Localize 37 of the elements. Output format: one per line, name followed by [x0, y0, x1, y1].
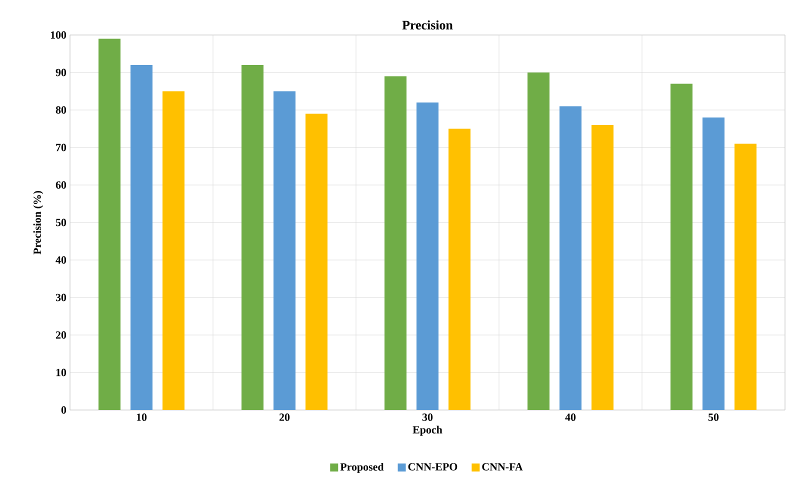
chart-title: Precision	[402, 20, 453, 30]
bar	[448, 128, 470, 410]
x-axis-title: Epoch	[412, 426, 442, 436]
bar	[702, 117, 725, 410]
y-tick-label: 60	[56, 181, 66, 189]
x-tick-label: 10	[136, 414, 147, 421]
bar	[306, 114, 328, 410]
y-tick-label: 40	[56, 256, 66, 264]
bar	[274, 91, 296, 410]
y-tick-label: 20	[56, 331, 66, 339]
x-tick-label: 20	[279, 414, 290, 421]
bar	[592, 124, 614, 410]
bar	[242, 64, 264, 410]
y-tick-label: 50	[56, 218, 66, 226]
y-tick-label: 30	[56, 294, 66, 302]
y-tick-label: 0	[61, 406, 66, 414]
x-tick-label: 40	[565, 414, 576, 421]
bar	[528, 72, 550, 410]
y-tick-label: 80	[56, 106, 66, 114]
bar	[670, 84, 692, 410]
bar	[560, 106, 582, 410]
y-tick-label: 90	[56, 68, 66, 76]
bar	[162, 91, 184, 410]
y-tick-label: 70	[56, 144, 66, 152]
legend-label: Proposed	[340, 462, 384, 473]
y-axis-title: Precision (%)	[33, 190, 44, 254]
legend-label: CNN-EPO	[408, 463, 458, 470]
y-tick-label: 100	[50, 31, 66, 39]
bar	[130, 64, 152, 410]
bar	[734, 144, 757, 410]
x-tick-label: 50	[708, 414, 719, 421]
bar	[98, 38, 120, 410]
bar	[384, 76, 406, 410]
bar	[416, 102, 438, 410]
legend-label: CNN-FA	[482, 463, 523, 470]
x-tick-label: 30	[422, 414, 433, 421]
y-tick-label: 10	[56, 368, 66, 376]
